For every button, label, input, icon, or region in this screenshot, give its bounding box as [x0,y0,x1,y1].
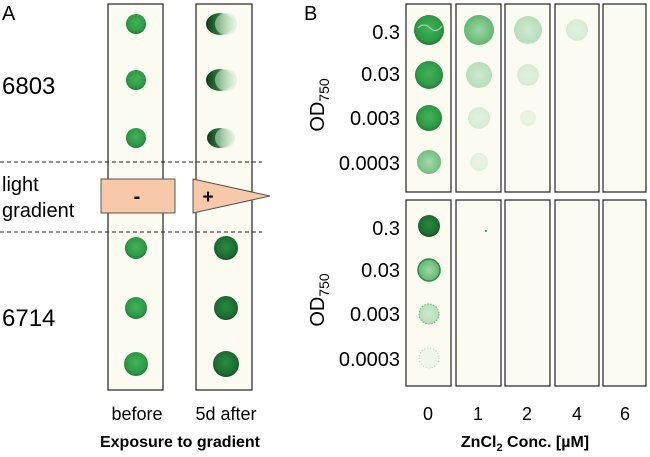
od-values-top: 0.3 0.03 0.003 0.0003 [339,22,400,175]
xlabel-suffix: Conc. [µM] [503,434,590,451]
panel-b-xlabel: ZnCl2 Conc. [µM] [461,434,589,454]
conc-tick: 2 [522,404,532,424]
spot [124,352,148,376]
spot [126,128,146,148]
strain-6714-label: 6714 [2,305,55,332]
colonies-bottom [417,215,487,369]
od-value: 0.003 [350,108,400,130]
plate [602,199,647,387]
colony [470,153,488,171]
colony [417,258,441,282]
colony [466,62,492,88]
colony [468,107,490,129]
column-after-label: 5d after [195,404,256,424]
colony [514,16,542,44]
gradient-minus-label: - [134,186,141,208]
panel-b-label: B [304,3,317,25]
conc-tick-labels: 0 1 2 4 6 [423,404,630,424]
plate [602,3,647,193]
plate [504,199,551,387]
spot [214,296,238,320]
colony [416,105,442,131]
plates-bottom-row [405,199,647,387]
plate [455,199,502,387]
colony [464,15,494,45]
colony [418,303,440,325]
conc-tick: 6 [620,404,630,424]
conc-tick: 4 [572,404,582,424]
od-value: 0.03 [361,64,400,86]
od-value: 0.3 [372,22,400,44]
before-6714-spots [124,237,148,376]
plate [554,199,600,387]
colony [418,347,440,369]
gradient-label-light: light [2,174,39,196]
xlabel-prefix: ZnCl [461,434,497,451]
od-value: 0.0003 [339,349,400,371]
od-value: 0.003 [350,304,400,326]
panel-a-label: A [2,3,16,25]
panel-a-xlabel: Exposure to gradient [100,434,261,451]
od-value: 0.3 [372,218,400,240]
spot-faint [215,13,237,35]
od-axis-label-bottom: OD750 [307,273,332,327]
conc-tick: 0 [423,404,433,424]
od-text: OD [307,102,329,132]
colony [415,61,443,89]
after-6803-spots [206,13,237,148]
spot-faint [215,128,235,148]
od-subscript: 750 [316,78,332,102]
colony-texture [417,24,443,32]
od-values-bottom: 0.3 0.03 0.003 0.0003 [339,218,400,371]
colony [520,110,536,126]
strain-6803-label: 6803 [2,73,55,100]
colonies-top [414,15,588,174]
colony [417,150,441,174]
spot-faint [215,69,237,91]
column-before-label: before [111,404,162,424]
after-6714-spots [213,236,239,377]
od-value: 0.03 [361,260,400,282]
spot [126,70,146,90]
conc-tick: 1 [473,404,483,424]
od-subscript: 750 [316,273,332,297]
spot [126,14,146,34]
gradient-triangle-plus [192,178,271,214]
colony-trace [485,230,487,232]
gradient-label-gradient: gradient [2,200,75,222]
od-value: 0.0003 [339,153,400,175]
colony [566,19,588,41]
od-axis-label-top: OD750 [307,78,332,132]
spot [125,297,147,319]
before-6803-spots [126,14,146,148]
xlabel-subscript: 2 [496,442,502,454]
od-text: OD [307,297,329,327]
spot [125,237,147,259]
colony [414,15,444,45]
colony [517,64,539,86]
gradient-box-minus [100,178,176,214]
gradient-plus-label: + [202,187,213,208]
spot [213,351,239,377]
colony [418,215,440,237]
spot [214,236,238,260]
